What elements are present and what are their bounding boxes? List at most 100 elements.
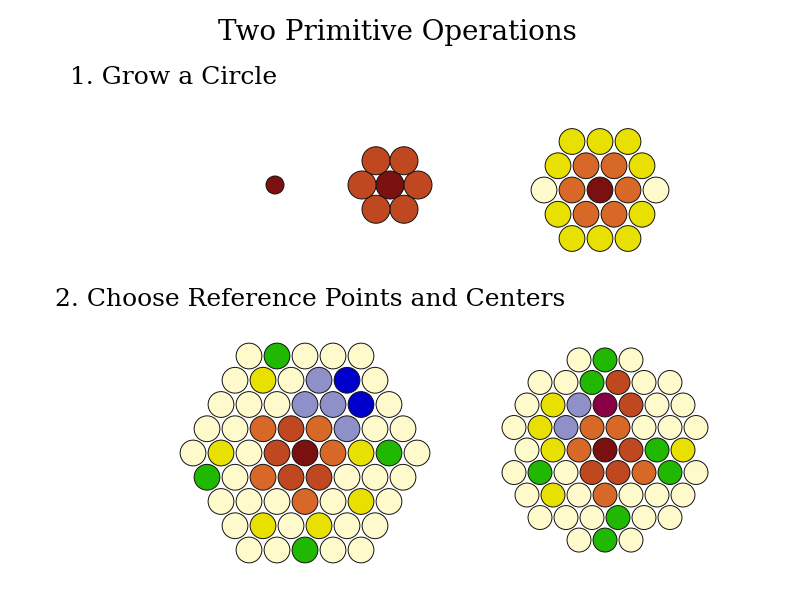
Ellipse shape [264,440,290,466]
Ellipse shape [278,464,304,490]
Ellipse shape [619,393,643,417]
Ellipse shape [362,416,388,441]
Ellipse shape [580,506,604,530]
Ellipse shape [515,393,539,417]
Ellipse shape [362,513,388,538]
Ellipse shape [541,393,565,417]
Ellipse shape [528,461,552,484]
Ellipse shape [671,393,695,417]
Ellipse shape [559,129,585,154]
Ellipse shape [334,513,360,538]
Ellipse shape [615,226,641,251]
Ellipse shape [554,415,578,440]
Ellipse shape [567,348,591,372]
Ellipse shape [236,440,262,466]
Ellipse shape [264,392,290,417]
Ellipse shape [528,371,552,394]
Ellipse shape [559,226,585,251]
Ellipse shape [362,367,388,393]
Ellipse shape [264,488,290,514]
Ellipse shape [390,464,416,490]
Ellipse shape [362,147,390,175]
Ellipse shape [222,513,248,538]
Ellipse shape [658,415,682,440]
Ellipse shape [658,506,682,530]
Ellipse shape [601,201,627,227]
Ellipse shape [320,392,346,417]
Ellipse shape [390,416,416,441]
Ellipse shape [541,438,565,462]
Ellipse shape [208,488,234,514]
Ellipse shape [545,201,571,227]
Ellipse shape [684,461,708,484]
Ellipse shape [376,488,402,514]
Ellipse shape [348,343,374,369]
Ellipse shape [629,201,655,227]
Ellipse shape [632,506,656,530]
Ellipse shape [194,464,220,490]
Ellipse shape [684,415,708,440]
Ellipse shape [619,438,643,462]
Ellipse shape [606,506,630,530]
Ellipse shape [554,506,578,530]
Ellipse shape [278,416,304,441]
Ellipse shape [606,461,630,484]
Ellipse shape [619,483,643,507]
Ellipse shape [593,528,617,552]
Ellipse shape [266,176,284,194]
Ellipse shape [645,393,669,417]
Text: 1. Grow a Circle: 1. Grow a Circle [70,67,277,89]
Ellipse shape [671,483,695,507]
Ellipse shape [567,528,591,552]
Ellipse shape [236,392,262,417]
Ellipse shape [619,528,643,552]
Ellipse shape [348,171,376,199]
Ellipse shape [567,438,591,462]
Ellipse shape [515,483,539,507]
Ellipse shape [376,171,404,199]
Ellipse shape [606,415,630,440]
Ellipse shape [180,440,206,466]
Ellipse shape [632,371,656,394]
Text: Two Primitive Operations: Two Primitive Operations [218,18,576,45]
Ellipse shape [292,343,318,369]
Ellipse shape [292,392,318,417]
Ellipse shape [320,488,346,514]
Ellipse shape [601,153,627,178]
Ellipse shape [528,415,552,440]
Ellipse shape [320,440,346,466]
Ellipse shape [645,438,669,462]
Ellipse shape [306,464,332,490]
Ellipse shape [567,393,591,417]
Ellipse shape [502,415,526,440]
Ellipse shape [306,367,332,393]
Ellipse shape [292,488,318,514]
Ellipse shape [376,440,402,466]
Ellipse shape [264,537,290,563]
Ellipse shape [632,461,656,484]
Ellipse shape [515,438,539,462]
Ellipse shape [632,415,656,440]
Ellipse shape [320,537,346,563]
Ellipse shape [250,367,276,393]
Ellipse shape [222,464,248,490]
Ellipse shape [362,195,390,223]
Ellipse shape [348,392,374,417]
Ellipse shape [643,177,669,203]
Ellipse shape [306,416,332,441]
Ellipse shape [580,461,604,484]
Ellipse shape [390,147,418,175]
Ellipse shape [348,537,374,563]
Ellipse shape [334,367,360,393]
Ellipse shape [278,367,304,393]
Ellipse shape [222,367,248,393]
Ellipse shape [658,461,682,484]
Ellipse shape [362,464,388,490]
Ellipse shape [629,153,655,178]
Ellipse shape [390,195,418,223]
Text: 2. Choose Reference Points and Centers: 2. Choose Reference Points and Centers [55,289,565,312]
Ellipse shape [580,371,604,394]
Ellipse shape [376,392,402,417]
Ellipse shape [531,177,557,203]
Ellipse shape [671,438,695,462]
